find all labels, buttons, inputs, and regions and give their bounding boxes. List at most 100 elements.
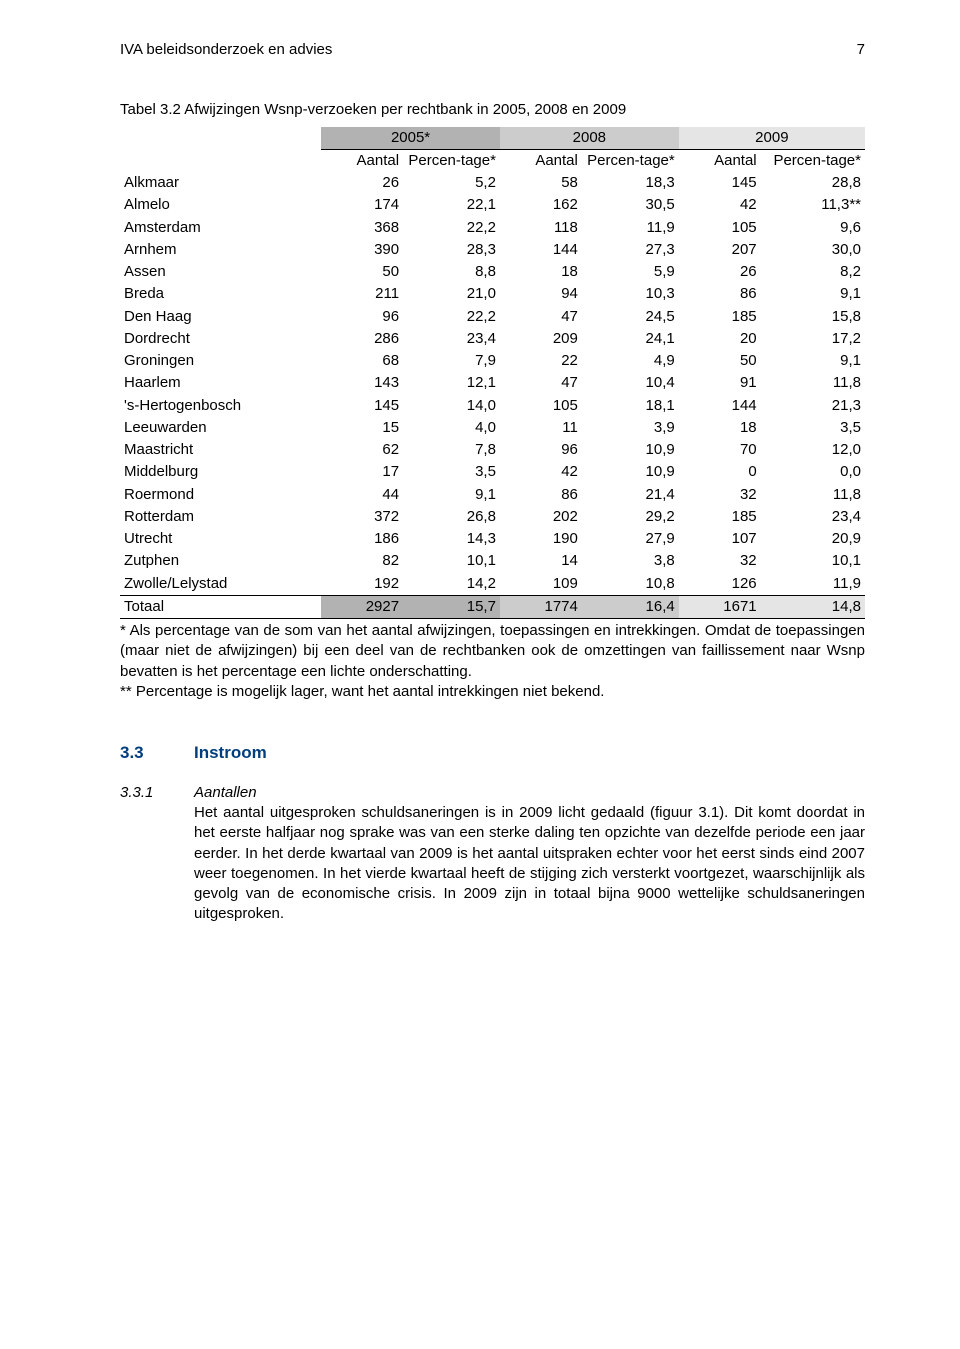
table-cell: 28,3 — [403, 239, 500, 261]
table-subhead: Percen-tage* — [761, 149, 865, 172]
table-cell: 3,5 — [761, 417, 865, 439]
table-cell: 118 — [500, 217, 582, 239]
table-cell: 62 — [321, 439, 403, 461]
table-cell: 174 — [321, 194, 403, 216]
footnote-1: * Als percentage van de som van het aant… — [120, 622, 865, 680]
table-cell: 22,1 — [403, 194, 500, 216]
table-footnotes: * Als percentage van de som van het aant… — [120, 621, 865, 702]
table-cell: 94 — [500, 283, 582, 305]
table-cell: 10,3 — [582, 283, 679, 305]
table-cell: 8,8 — [403, 261, 500, 283]
table-row: Almelo17422,116230,54211,3** — [120, 194, 865, 216]
table-row-label: Alkmaar — [120, 172, 321, 194]
table-subhead: Percen-tage* — [582, 149, 679, 172]
table-row-label: Dordrecht — [120, 328, 321, 350]
table-cell: 9,6 — [761, 217, 865, 239]
table-cell: 22 — [500, 350, 582, 372]
subsection-title: Aantallen — [194, 783, 865, 803]
table-subhead-row: Aantal Percen-tage* Aantal Percen-tage* … — [120, 149, 865, 172]
table-cell: 10,1 — [403, 550, 500, 572]
table-cell: 50 — [679, 350, 761, 372]
subsection: 3.3.1 Aantallen Het aantal uitgesproken … — [120, 783, 865, 925]
table-cell: 22,2 — [403, 217, 500, 239]
table-cell: 15 — [321, 417, 403, 439]
table-cell: 11 — [500, 417, 582, 439]
table-cell: 28,8 — [761, 172, 865, 194]
table-cell: 82 — [321, 550, 403, 572]
table-cell: 145 — [321, 395, 403, 417]
table-cell: 15,7 — [403, 595, 500, 618]
table-row: Roermond449,18621,43211,8 — [120, 484, 865, 506]
table-row: 's-Hertogenbosch14514,010518,114421,3 — [120, 395, 865, 417]
table-cell: 21,4 — [582, 484, 679, 506]
table-cell: 5,9 — [582, 261, 679, 283]
table-cell: 4,9 — [582, 350, 679, 372]
table-row-label: Zutphen — [120, 550, 321, 572]
table-cell: 1671 — [679, 595, 761, 618]
table-cell: 0 — [679, 461, 761, 483]
table-cell: 190 — [500, 528, 582, 550]
table-cell: 27,9 — [582, 528, 679, 550]
table-cell: 15,8 — [761, 306, 865, 328]
table-cell: 30,5 — [582, 194, 679, 216]
table-cell: 23,4 — [403, 328, 500, 350]
table-cell: 5,2 — [403, 172, 500, 194]
table-row: Middelburg173,54210,900,0 — [120, 461, 865, 483]
table-row-label: Utrecht — [120, 528, 321, 550]
table-cell: 209 — [500, 328, 582, 350]
table-subhead: Percen-tage* — [403, 149, 500, 172]
table-cell: 24,5 — [582, 306, 679, 328]
table-cell: 8,2 — [761, 261, 865, 283]
table-cell: 47 — [500, 306, 582, 328]
table-row: Alkmaar265,25818,314528,8 — [120, 172, 865, 194]
table-cell: 4,0 — [403, 417, 500, 439]
table-cell: 372 — [321, 506, 403, 528]
table-row-label: Groningen — [120, 350, 321, 372]
table-year-header: 2005* — [321, 127, 500, 150]
table-cell: 96 — [321, 306, 403, 328]
table-cell: 11,9 — [761, 573, 865, 596]
table-cell: 192 — [321, 573, 403, 596]
section-number: 3.3 — [120, 742, 170, 765]
table-row-label: Amsterdam — [120, 217, 321, 239]
table-cell: 86 — [500, 484, 582, 506]
table-cell: 10,9 — [582, 461, 679, 483]
table-cell: 185 — [679, 506, 761, 528]
table-cell: 105 — [500, 395, 582, 417]
table-cell: 186 — [321, 528, 403, 550]
table-caption: Tabel 3.2 Afwijzingen Wsnp-verzoeken per… — [120, 100, 865, 120]
table-cell: 26,8 — [403, 506, 500, 528]
table-subhead: Aantal — [321, 149, 403, 172]
table-cell: 24,1 — [582, 328, 679, 350]
table-cell: 286 — [321, 328, 403, 350]
subsection-body: Het aantal uitgesproken schuldsaneringen… — [194, 804, 865, 922]
table-cell: 109 — [500, 573, 582, 596]
table-row: Zutphen8210,1143,83210,1 — [120, 550, 865, 572]
table-cell: 2927 — [321, 595, 403, 618]
table-cell: 10,9 — [582, 439, 679, 461]
table-row: Arnhem39028,314427,320730,0 — [120, 239, 865, 261]
table-row: Rotterdam37226,820229,218523,4 — [120, 506, 865, 528]
table-cell: 32 — [679, 550, 761, 572]
table-subhead: Aantal — [679, 149, 761, 172]
subsection-number: 3.3.1 — [120, 783, 170, 925]
section-title: Instroom — [194, 742, 267, 765]
table-cell: 7,9 — [403, 350, 500, 372]
table-cell: 68 — [321, 350, 403, 372]
table-total-row: Totaal 2927 15,7 1774 16,4 1671 14,8 — [120, 595, 865, 618]
table-cell: 3,8 — [582, 550, 679, 572]
table-row: Utrecht18614,319027,910720,9 — [120, 528, 865, 550]
table-row: Maastricht627,89610,97012,0 — [120, 439, 865, 461]
table-total-label: Totaal — [120, 595, 321, 618]
table-cell: 29,2 — [582, 506, 679, 528]
table-cell: 185 — [679, 306, 761, 328]
table-cell: 44 — [321, 484, 403, 506]
table-cell: 18,3 — [582, 172, 679, 194]
running-header-page: 7 — [857, 40, 865, 60]
table-cell: 211 — [321, 283, 403, 305]
table-cell: 27,3 — [582, 239, 679, 261]
table-cell: 143 — [321, 372, 403, 394]
table-cell: 96 — [500, 439, 582, 461]
table-row: Den Haag9622,24724,518515,8 — [120, 306, 865, 328]
table-cell: 1774 — [500, 595, 582, 618]
